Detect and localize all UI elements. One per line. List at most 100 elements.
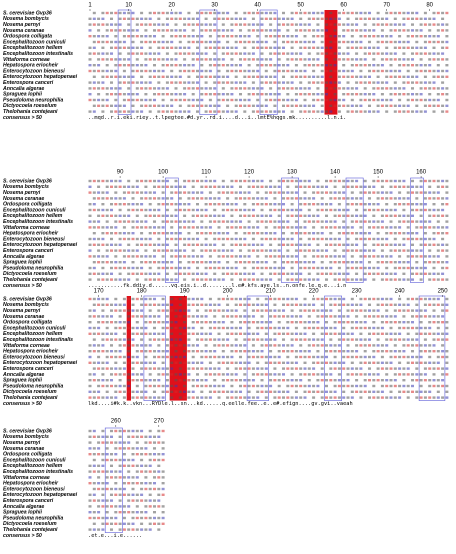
residue xyxy=(277,379,281,382)
residue xyxy=(170,75,174,78)
residue xyxy=(256,384,260,388)
residue xyxy=(299,214,303,217)
residue xyxy=(393,272,397,275)
residue xyxy=(97,191,101,194)
residue xyxy=(402,220,406,223)
residue xyxy=(118,266,122,270)
residue xyxy=(101,361,105,364)
residue xyxy=(385,255,389,258)
residue xyxy=(226,379,230,382)
residue xyxy=(277,98,281,102)
residue xyxy=(376,203,380,206)
residue xyxy=(92,226,96,229)
residue xyxy=(337,75,341,78)
residue xyxy=(256,75,260,78)
residue xyxy=(114,332,118,335)
residue xyxy=(114,470,118,473)
residue xyxy=(359,261,363,264)
residue xyxy=(251,315,255,318)
ruler-number: 40 xyxy=(254,3,261,9)
residue xyxy=(350,87,354,90)
residue xyxy=(423,266,427,270)
residue xyxy=(105,64,109,67)
residue xyxy=(428,69,432,73)
residue xyxy=(346,203,350,206)
residue xyxy=(385,35,389,38)
residue xyxy=(144,482,148,485)
residue xyxy=(221,373,225,376)
residue xyxy=(217,69,221,73)
residue xyxy=(282,35,285,38)
residue xyxy=(200,69,204,73)
residue xyxy=(312,98,316,102)
residue xyxy=(153,453,156,456)
residue xyxy=(226,332,230,335)
residue xyxy=(282,396,285,399)
residue xyxy=(441,87,445,90)
residue xyxy=(187,98,191,102)
residue xyxy=(411,326,414,330)
residue xyxy=(411,344,414,347)
residue xyxy=(269,46,273,49)
residue xyxy=(170,309,174,312)
residue xyxy=(286,98,290,102)
residue xyxy=(200,11,204,15)
residue xyxy=(217,197,221,200)
residue xyxy=(135,266,139,270)
residue xyxy=(110,93,113,96)
residue xyxy=(234,344,238,347)
residue xyxy=(277,243,281,246)
residue xyxy=(208,23,212,26)
residue xyxy=(118,350,122,353)
residue xyxy=(320,315,324,318)
residue xyxy=(350,261,354,264)
residue xyxy=(153,197,156,200)
residue xyxy=(226,232,230,235)
residue xyxy=(122,35,126,38)
residue xyxy=(441,29,445,32)
residue xyxy=(286,64,290,67)
residue xyxy=(239,52,242,55)
residue xyxy=(307,29,311,32)
residue xyxy=(299,315,303,318)
residue xyxy=(393,243,397,246)
residue xyxy=(226,373,230,376)
residue xyxy=(307,272,311,275)
residue xyxy=(432,266,436,270)
residue xyxy=(148,11,152,15)
residue xyxy=(230,87,234,90)
residue xyxy=(445,98,449,102)
residue xyxy=(264,11,268,15)
residue xyxy=(114,11,118,15)
residue xyxy=(355,326,359,330)
residue xyxy=(243,98,247,102)
residue xyxy=(286,255,290,258)
residue xyxy=(234,64,238,67)
residue xyxy=(239,379,242,382)
residue xyxy=(213,266,217,270)
residue xyxy=(170,98,174,102)
residue xyxy=(97,35,101,38)
residue xyxy=(178,361,182,364)
residue xyxy=(200,255,204,258)
residue xyxy=(350,396,354,399)
residue xyxy=(118,326,122,330)
residue xyxy=(230,384,234,388)
residue xyxy=(312,214,316,217)
residue xyxy=(402,315,406,318)
residue xyxy=(260,185,264,188)
residue xyxy=(97,255,101,258)
residue xyxy=(92,482,96,485)
residue xyxy=(359,237,363,241)
residue xyxy=(110,373,113,376)
residue xyxy=(346,373,350,376)
species-name: Nosema ceranae xyxy=(3,446,44,452)
residue xyxy=(230,326,234,330)
residue xyxy=(101,255,105,258)
residue xyxy=(251,226,255,229)
residue xyxy=(148,226,152,229)
residue xyxy=(131,309,135,312)
residue xyxy=(303,185,307,188)
residue xyxy=(234,52,238,55)
residue xyxy=(256,261,260,264)
